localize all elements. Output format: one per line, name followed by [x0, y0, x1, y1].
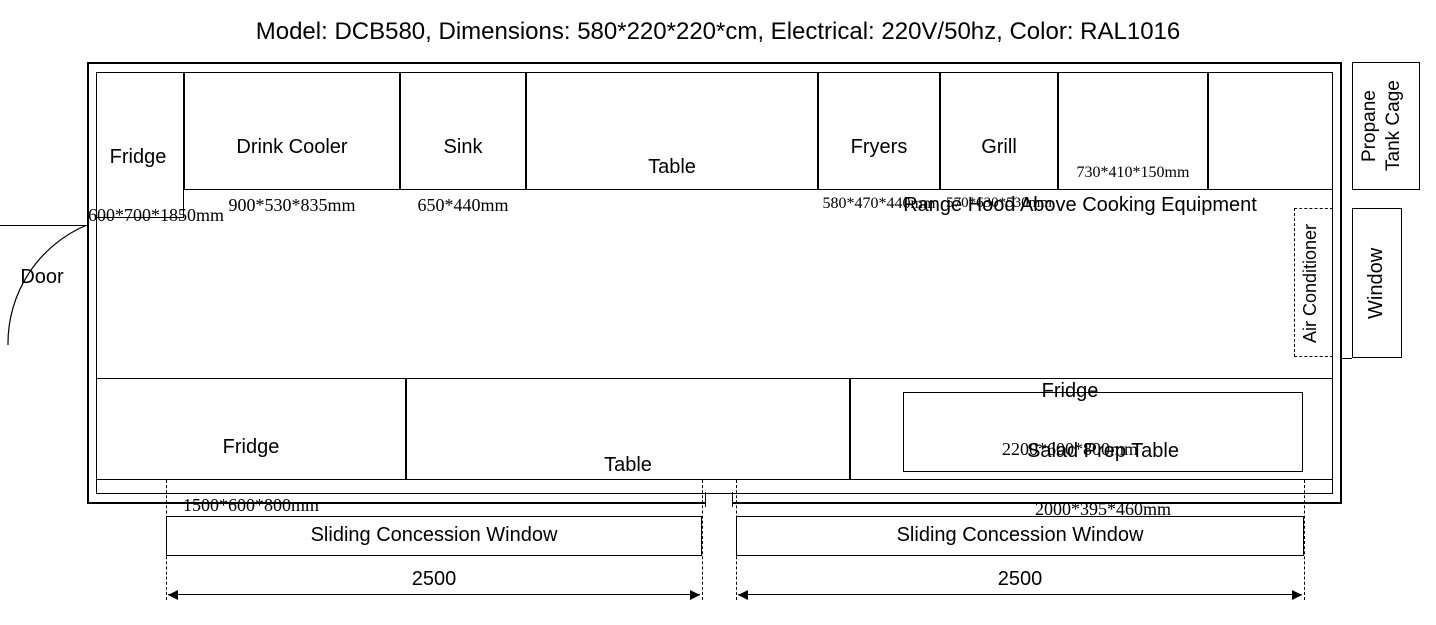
blank-top-right-box: [1208, 72, 1333, 190]
fridge-top-label: Fridge 600*700*1850mm: [88, 110, 188, 262]
grill-label: Grill 570*630*530mm: [940, 100, 1058, 248]
window-left-label: Sliding Concession Window: [166, 524, 702, 547]
dim-arrow-left: [168, 594, 700, 595]
drink-cooler-label: Drink Cooler 900*530*835mm: [184, 100, 400, 252]
door-arc: [0, 225, 90, 353]
fryers-label: Fryers 580*470*440mm: [818, 100, 940, 249]
ext-line-1: [166, 480, 167, 600]
table-bot-label: Table: [406, 418, 850, 513]
gap-left: [705, 492, 706, 507]
gap-right: [732, 492, 733, 507]
range-hood-label: Range Hood Above Cooking Equipment: [820, 194, 1340, 217]
propane-label: Propane Tank Cage: [1358, 68, 1410, 184]
door-label: Door: [12, 266, 72, 289]
ext-line-3: [736, 480, 737, 600]
dim-arrow-right: [738, 594, 1302, 595]
dim-right-text: 2500: [738, 568, 1302, 591]
dim-left-text: 2500: [168, 568, 700, 591]
ext-line-4: [1304, 480, 1305, 600]
window-side-label: Window: [1365, 218, 1388, 348]
table-top-label: Table: [526, 120, 818, 215]
window-gap: [706, 494, 732, 504]
window-right-label: Sliding Concession Window: [736, 524, 1304, 547]
sink-label: Sink 650*440mm: [400, 100, 526, 252]
model-title: Model: DCB580, Dimensions: 580*220*220*c…: [0, 18, 1436, 46]
ext-line-2: [702, 480, 703, 600]
floorplan-diagram: Model: DCB580, Dimensions: 580*220*220*c…: [0, 0, 1436, 625]
air-conditioner-label: Air Conditioner: [1300, 214, 1321, 352]
conn-line: [1342, 358, 1352, 359]
